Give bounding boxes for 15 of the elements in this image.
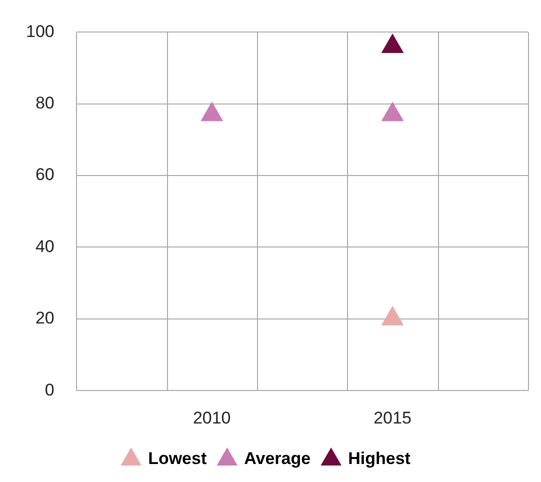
y-tick-label: 0 xyxy=(44,380,54,400)
y-tick-label: 100 xyxy=(26,22,54,41)
point xyxy=(381,34,404,54)
point xyxy=(381,306,404,326)
x-tick-label: 2015 xyxy=(374,408,412,428)
x-tick-label: 2010 xyxy=(192,408,231,428)
point xyxy=(381,102,404,122)
y-tick-label: 40 xyxy=(35,236,54,256)
y-tick-label: 60 xyxy=(35,165,54,184)
legend-label: Average xyxy=(244,449,311,468)
y-tick-label: 80 xyxy=(35,94,54,113)
y-tick-label: 20 xyxy=(35,308,54,328)
legend-label: Lowest xyxy=(148,449,207,468)
legend-label: Highest xyxy=(348,449,411,468)
point xyxy=(200,102,224,122)
